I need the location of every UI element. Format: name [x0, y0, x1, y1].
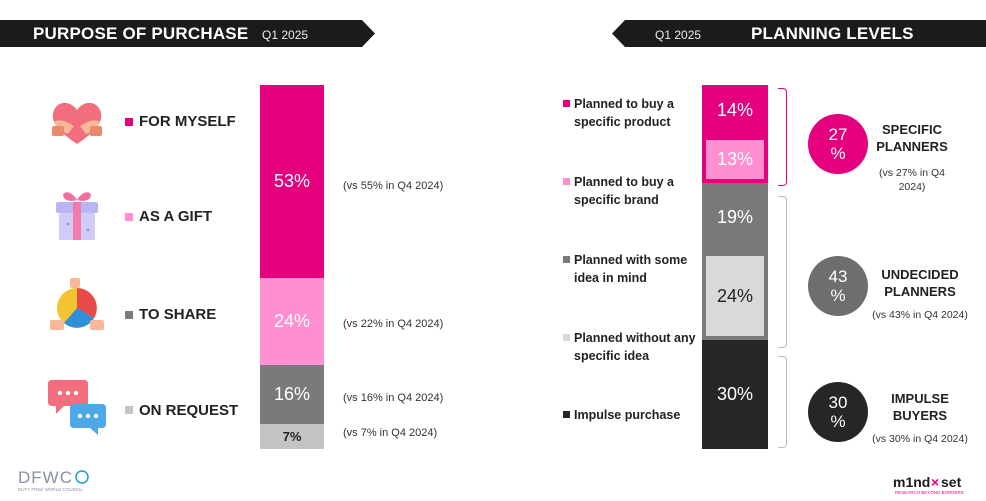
data-label-to-share: 16% — [273, 383, 311, 404]
legend-label-for-myself: FOR MYSELF — [139, 113, 236, 130]
legend-swatch-for-myself — [125, 118, 133, 126]
svg-text:set: set — [941, 474, 962, 490]
group-circle-undecided: 43 % — [808, 256, 868, 316]
bracket-impulse-buyers — [778, 356, 787, 448]
legend-swatch-no-specific-idea — [563, 334, 570, 341]
legend-label-impulse: Impulse purchase — [574, 408, 681, 422]
legend-label-some-idea: Planned with some idea in mind — [574, 253, 688, 285]
bar-segment-on-request: 7% — [260, 423, 324, 449]
legend-label-on-request: ON REQUEST — [139, 402, 239, 419]
svg-text:DFWC: DFWC — [18, 468, 73, 487]
data-label-impulse: 30% — [716, 383, 754, 404]
purpose-title: PURPOSE OF PURCHASE — [33, 24, 249, 43]
legend-label-as-a-gift: AS A GIFT — [139, 208, 213, 225]
chat-bubbles-icon — [48, 380, 106, 435]
bracket-specific-planners — [778, 88, 787, 186]
bar-segment-specific-product: 14% — [702, 85, 768, 136]
comparison-note-to-share: (vs 16% in Q4 2024) — [343, 392, 444, 404]
planning-title: PLANNING LEVELS — [751, 24, 914, 43]
group-title-specific: SPECIFIC PLANNERS — [876, 122, 948, 154]
legend-swatch-specific-brand — [563, 178, 570, 185]
group-circle-specific: 27 % — [808, 114, 868, 174]
data-label-some-idea: 19% — [716, 207, 754, 228]
bracket-undecided-planners — [778, 196, 787, 348]
group-note-specific: (vs 27% in Q4 2024) — [879, 167, 945, 193]
data-label-specific-product: 14% — [716, 99, 754, 120]
data-label-for-myself: 53% — [273, 170, 311, 191]
dfwc-logo: DFWC DUTY FREE WORLD COUNCIL — [18, 468, 89, 492]
group-value-undecided: 43 % — [828, 267, 848, 305]
comparison-note-on-request: (vs 7% in Q4 2024) — [343, 427, 438, 439]
comparison-note-as-a-gift: (vs 22% in Q4 2024) — [343, 318, 444, 330]
legend-label-to-share: TO SHARE — [139, 306, 217, 323]
legend-swatch-impulse — [563, 411, 570, 418]
group-value-specific: 27 % — [828, 125, 848, 163]
purpose-header-banner: PURPOSE OF PURCHASE Q1 2025 — [0, 20, 375, 47]
bar-segment-for-myself: 53% — [260, 85, 324, 278]
legend-swatch-as-a-gift — [125, 213, 133, 221]
svg-text:×: × — [931, 474, 939, 490]
purpose-row-to-share: TO SHARE — [0, 276, 250, 336]
purpose-row-as-a-gift: AS A GIFT — [0, 186, 250, 246]
data-label-on-request: 7% — [282, 428, 302, 444]
legend-swatch-on-request — [125, 406, 133, 414]
m1ndset-logo: m1nd × set RESEARCH BEYOND BORDERS — [893, 474, 964, 495]
legend-label-no-specific-idea: Planned without any specific idea — [574, 331, 696, 363]
svg-text:DUTY FREE WORLD COUNCIL: DUTY FREE WORLD COUNCIL — [18, 487, 83, 492]
heart-hands-icon — [52, 102, 102, 144]
data-label-as-a-gift: 24% — [273, 311, 311, 332]
planning-header-banner: Q1 2025 PLANNING LEVELS — [612, 20, 986, 47]
group-value-impulse: 30 % — [828, 393, 848, 431]
purpose-row-on-request: ON REQUEST — [0, 374, 250, 435]
planning-period: Q1 2025 — [655, 28, 702, 42]
group-note-undecided: (vs 43% in Q4 2024) — [872, 309, 968, 321]
group-note-impulse: (vs 30% in Q4 2024) — [872, 433, 968, 445]
bar-segment-no-specific-idea: 24% — [702, 252, 768, 340]
bar-segment-as-a-gift: 24% — [260, 277, 324, 366]
data-label-specific-brand: 13% — [716, 149, 754, 170]
legend-label-specific-brand: Planned to buy a specific brand — [574, 175, 675, 207]
group-title-impulse: IMPULSE BUYERS — [891, 391, 949, 423]
legend-swatch-to-share — [125, 311, 133, 319]
svg-text:RESEARCH BEYOND BORDERS: RESEARCH BEYOND BORDERS — [895, 490, 964, 495]
data-label-no-specific-idea: 24% — [716, 285, 754, 306]
purpose-period: Q1 2025 — [262, 28, 309, 42]
svg-text:m1nd: m1nd — [893, 474, 930, 490]
gift-box-icon — [56, 192, 98, 240]
group-circle-impulse: 30 % — [808, 382, 868, 442]
purpose-row-for-myself: FOR MYSELF — [0, 92, 250, 152]
legend-swatch-specific-product — [563, 100, 570, 107]
comparison-note-for-myself: (vs 55% in Q4 2024) — [343, 180, 444, 192]
group-title-undecided: UNDECIDED PLANNERS — [881, 267, 959, 299]
shared-pie-icon — [50, 278, 104, 330]
bar-segment-impulse: 30% — [702, 339, 768, 449]
bar-segment-specific-brand: 13% — [702, 135, 768, 184]
bar-segment-to-share: 16% — [260, 365, 324, 424]
bar-segment-some-idea: 19% — [702, 183, 768, 253]
legend-label-specific-product: Planned to buy a specific product — [574, 97, 675, 129]
legend-swatch-some-idea — [563, 256, 570, 263]
